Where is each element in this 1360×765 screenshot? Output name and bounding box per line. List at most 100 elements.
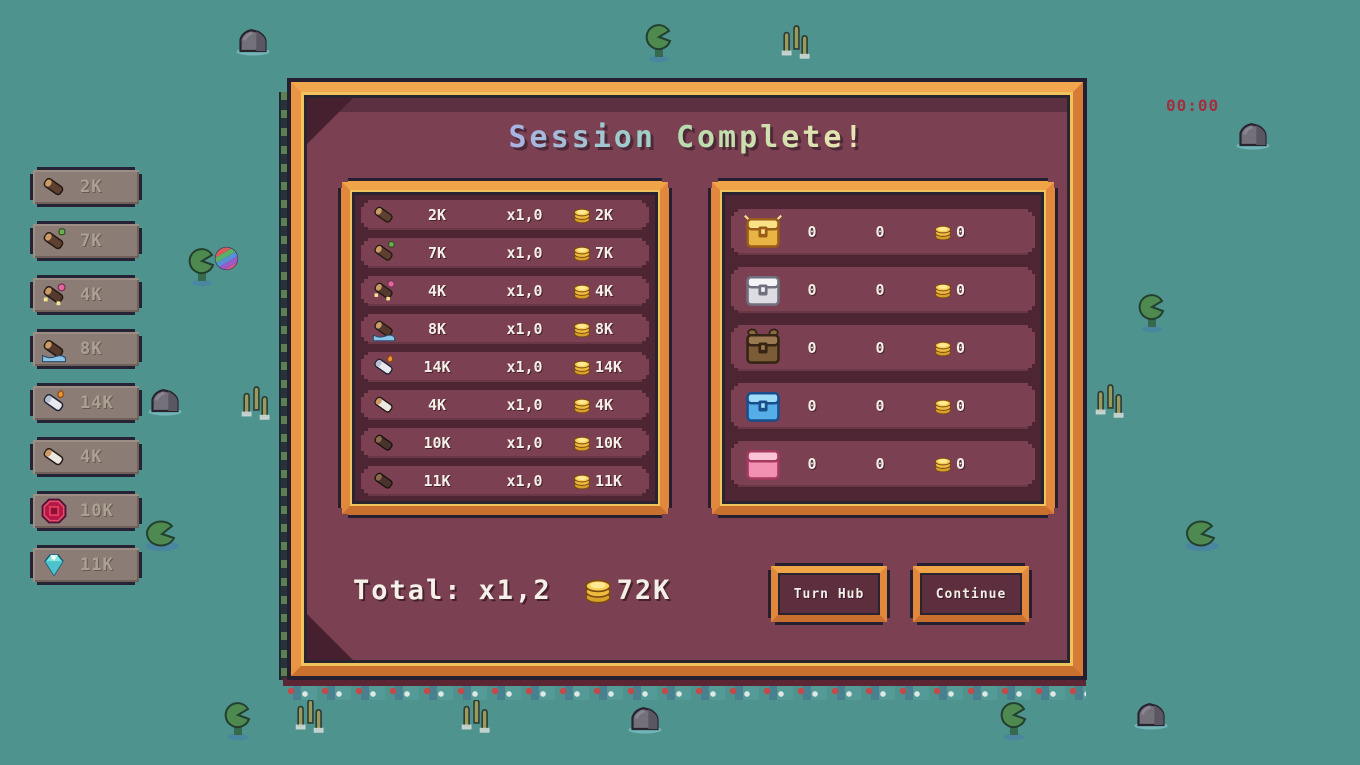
chest-count: 0 [807, 223, 817, 241]
plant-icon [1136, 292, 1168, 334]
rock-icon [626, 704, 664, 734]
corner-shadow [307, 614, 353, 660]
resource-icon [40, 227, 68, 255]
resource-amount: 11K [423, 472, 451, 490]
resource-result-row: 2K x1,0 2K [361, 200, 649, 230]
turn-hub-button[interactable]: Turn Hub [768, 563, 890, 625]
resource-icon [40, 173, 68, 201]
rock-icon [146, 386, 184, 416]
resource-count: 14K [80, 393, 114, 413]
chest-coins: 0 [933, 396, 965, 416]
session-complete-dialog: Session Complete! 2K x1,0 2K 7K x1,0 7K 4… [287, 78, 1087, 680]
resource-count: 10K [80, 501, 114, 521]
chest-coins: 0 [933, 222, 965, 242]
plant-icon [643, 22, 675, 64]
resource-coin-value: 10K [595, 434, 623, 452]
resource-amount: 4K [427, 396, 447, 414]
chest-coin-value: 0 [956, 339, 966, 357]
title-word-complete: Complete! [675, 120, 866, 155]
chest-results-panel: 0 0 0 0 0 0 0 0 0 0 0 0 0 [708, 178, 1058, 518]
chest-count: 0 [807, 339, 817, 357]
resource-count: 4K [80, 447, 103, 467]
resource-multiplier: x1,0 [506, 320, 543, 338]
chest-count: 0 [807, 281, 817, 299]
resource-icon [371, 240, 397, 266]
coin-icon [933, 396, 953, 416]
sidebar-resource-badge: 4K [30, 437, 142, 477]
resource-icon [40, 443, 68, 471]
plant-icon [222, 700, 254, 742]
title-word-session: Session [508, 120, 656, 155]
ball-icon [213, 245, 240, 272]
chest-coins: 0 [933, 280, 965, 300]
resource-coin-value: 4K [595, 396, 614, 414]
chest-count: 0 [807, 397, 817, 415]
coin-icon [572, 243, 592, 263]
resource-result-row: 4K x1,0 4K [361, 390, 649, 420]
grass-icon [1090, 383, 1126, 423]
water-stitch-pattern [283, 686, 1086, 700]
resource-coins: 2K [572, 205, 613, 225]
grass-icon [776, 24, 812, 64]
resource-amount: 4K [427, 282, 447, 300]
sidebar-resource-badge: 14K [30, 383, 142, 423]
chest-result-row: 0 0 0 [731, 441, 1035, 487]
resource-result-row: 14K x1,0 14K [361, 352, 649, 382]
resource-icon [371, 354, 397, 380]
resource-count: 2K [80, 177, 103, 197]
sidebar-resource-badge: 7K [30, 221, 142, 261]
chest-bonus: 0 [875, 397, 885, 415]
resource-count: 4K [80, 285, 103, 305]
resource-coin-value: 7K [595, 244, 614, 262]
chest-coin-value: 0 [956, 397, 966, 415]
chest-bonus: 0 [875, 281, 885, 299]
resource-results-panel: 2K x1,0 2K 7K x1,0 7K 4K x1,0 4K 8K x1,0… [338, 178, 672, 518]
resource-amount: 2K [427, 206, 447, 224]
session-timer: 00:00 [1166, 96, 1220, 115]
turn-hub-button-face: Turn Hub [771, 566, 887, 622]
rock-icon [1132, 700, 1170, 730]
continue-button[interactable]: Continue [910, 563, 1032, 625]
total-multiplier: x1,2 [478, 574, 552, 606]
dialog-bottom-shadow [283, 678, 1086, 686]
chest-icon [743, 386, 783, 426]
resource-multiplier: x1,0 [506, 206, 543, 224]
sidebar-resource-badge: 4K [30, 275, 142, 315]
resource-icon [40, 335, 68, 363]
chest-bonus: 0 [875, 339, 885, 357]
rock-icon [1234, 120, 1272, 150]
resource-icon [371, 468, 397, 494]
grass-icon [290, 698, 326, 738]
resource-coin-value: 11K [595, 472, 623, 490]
coin-icon [572, 357, 592, 377]
coin-icon [582, 574, 614, 606]
resource-multiplier: x1,0 [506, 396, 543, 414]
coin-icon [572, 433, 592, 453]
resource-icon [40, 551, 68, 579]
grass-icon [236, 385, 272, 425]
shoreline-decoration [283, 678, 1086, 700]
resource-result-row: 10K x1,0 10K [361, 428, 649, 458]
coin-icon [933, 338, 953, 358]
turn-hub-button-label: Turn Hub [793, 586, 865, 602]
resource-icon [40, 281, 68, 309]
total-label: Total: [353, 574, 463, 606]
chest-coins: 0 [933, 338, 965, 358]
chest-icon [743, 328, 783, 368]
sidebar-resource-badge: 2K [30, 167, 142, 207]
resource-coin-value: 8K [595, 320, 614, 338]
coin-icon [933, 222, 953, 242]
resource-count: 7K [80, 231, 103, 251]
sidebar-resource-badge: 10K [30, 491, 142, 531]
resource-coins: 4K [572, 281, 613, 301]
coin-icon [572, 319, 592, 339]
grass-icon [456, 698, 492, 738]
dialog-border: Session Complete! 2K x1,0 2K 7K x1,0 7K 4… [291, 82, 1083, 676]
resource-multiplier: x1,0 [506, 472, 543, 490]
chest-coins: 0 [933, 454, 965, 474]
resource-result-row: 8K x1,0 8K [361, 314, 649, 344]
coin-icon [933, 454, 953, 474]
resource-icon [371, 430, 397, 456]
resource-coins: 10K [572, 433, 622, 453]
